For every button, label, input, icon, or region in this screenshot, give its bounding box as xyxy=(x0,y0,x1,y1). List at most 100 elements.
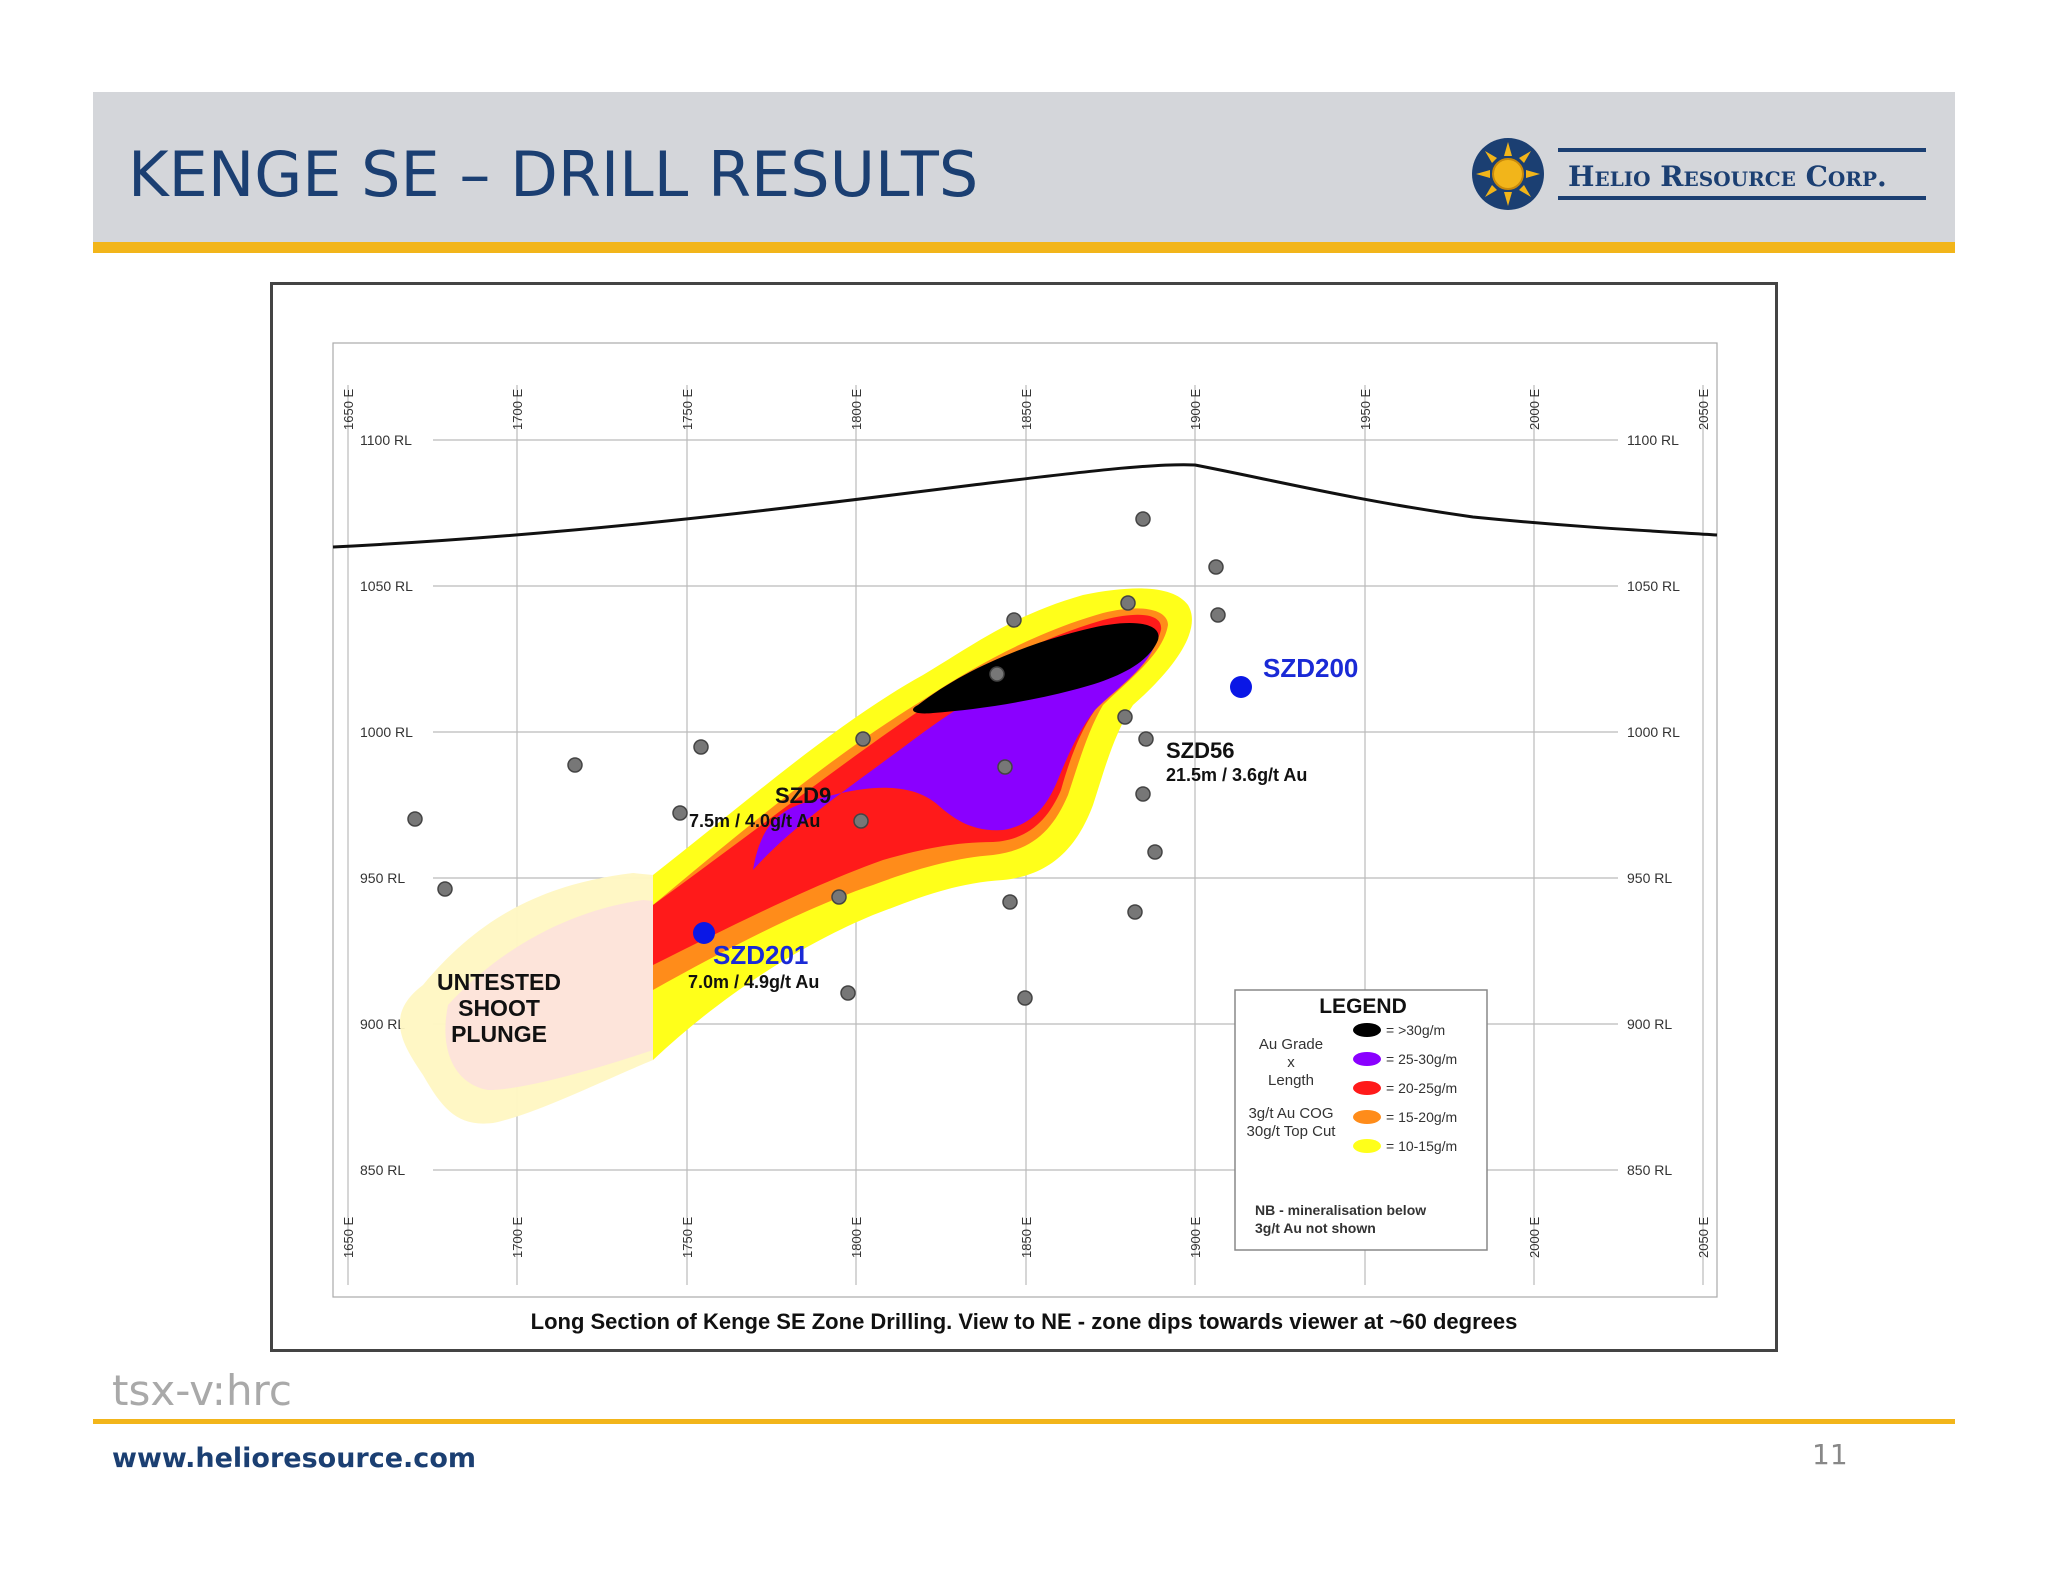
easting-label: 1650 E xyxy=(341,1216,356,1258)
drill-hole-point xyxy=(1017,990,1033,1006)
label-szd200: SZD200 xyxy=(1263,653,1358,683)
drill-hole-point xyxy=(693,739,709,755)
rl-label: 900 RL xyxy=(360,1016,405,1032)
logo-text: Helio Resource Corp. xyxy=(1568,160,1887,193)
rl-label: 1100 RL xyxy=(1627,432,1679,448)
drill-hole-point xyxy=(989,666,1005,682)
legend: LEGEND Au Grade x Length 3g/t Au COG 30g… xyxy=(1234,989,1488,1251)
untested-shoot-zone xyxy=(399,873,653,1124)
legend-item-label: = 20-25g/m xyxy=(1386,1080,1457,1096)
easting-label: 1900 E xyxy=(1188,388,1203,430)
drill-hole-point xyxy=(1138,731,1154,747)
drill-hole-point xyxy=(1135,511,1151,527)
label-szd9: SZD9 xyxy=(775,783,831,808)
drill-hole-point xyxy=(997,759,1013,775)
drill-hole-point xyxy=(853,813,869,829)
drill-hole-point xyxy=(1208,559,1224,575)
legend-item-label: = 15-20g/m xyxy=(1386,1109,1457,1125)
legend-cog-label: 3g/t Au COG xyxy=(1248,1105,1333,1122)
drill-hole-point xyxy=(855,731,871,747)
page-number: 11 xyxy=(1812,1438,1848,1471)
rl-labels-right: 1100 RL 1050 RL 1000 RL 950 RL 900 RL 85… xyxy=(1627,432,1680,1178)
legend-note: NB - mineralisation below xyxy=(1255,1202,1426,1218)
drill-hole-point-szd200 xyxy=(1230,676,1252,698)
drill-hole-point xyxy=(1002,894,1018,910)
rl-label: 1050 RL xyxy=(360,578,413,594)
easting-label: 1750 E xyxy=(680,388,695,430)
website-url[interactable]: www.helioresource.com xyxy=(112,1443,476,1474)
easting-label: 1650 E xyxy=(341,388,356,430)
drill-hole-point xyxy=(1210,607,1226,623)
easting-labels-top: 1650 E 1700 E 1750 E 1800 E 1850 E 1900 … xyxy=(341,388,1711,430)
legend-swatch-yellow xyxy=(1353,1139,1381,1153)
label-szd56-result: 21.5m / 3.6g/t Au xyxy=(1166,765,1307,785)
company-logo: Helio Resource Corp. xyxy=(1468,134,1928,214)
figure-caption: Long Section of Kenge SE Zone Drilling. … xyxy=(531,1309,1518,1334)
long-section-diagram: 1650 E 1700 E 1750 E 1800 E 1850 E 1900 … xyxy=(332,342,1718,1334)
label-szd9-result: 7.5m / 4.0g/t Au xyxy=(689,811,820,831)
legend-cog-label: 30g/t Top Cut xyxy=(1247,1123,1337,1140)
label-untested-line3: PLUNGE xyxy=(451,1021,547,1047)
label-szd201: SZD201 xyxy=(713,940,808,970)
legend-swatch-red xyxy=(1353,1081,1381,1095)
rl-label: 900 RL xyxy=(1627,1016,1672,1032)
easting-label: 1750 E xyxy=(680,1216,695,1258)
easting-label: 2000 E xyxy=(1527,1216,1542,1258)
legend-item-label: = >30g/m xyxy=(1386,1022,1445,1038)
long-section-figure: 1650 E 1700 E 1750 E 1800 E 1850 E 1900 … xyxy=(270,282,1778,1352)
easting-label: 1700 E xyxy=(510,388,525,430)
rl-label: 850 RL xyxy=(1627,1162,1672,1178)
label-szd56: SZD56 xyxy=(1166,738,1234,763)
easting-label: 1800 E xyxy=(849,1216,864,1258)
drill-hole-point xyxy=(437,881,453,897)
legend-swatch-purple xyxy=(1353,1052,1381,1066)
legend-swatch-orange xyxy=(1353,1110,1381,1124)
easting-label: 2050 E xyxy=(1696,1216,1711,1258)
drill-hole-point-szd201 xyxy=(693,922,715,944)
legend-swatch-black xyxy=(1353,1023,1381,1037)
drill-hole-point xyxy=(1120,595,1136,611)
drill-hole-point xyxy=(407,811,423,827)
easting-labels-bottom: 1650 E 1700 E 1750 E 1800 E 1850 E 1900 … xyxy=(341,1216,1711,1258)
legend-grade-label: x xyxy=(1287,1054,1295,1071)
topography-line xyxy=(332,463,1718,549)
logo-rule-bottom xyxy=(1558,196,1926,200)
rl-label: 950 RL xyxy=(360,870,405,886)
easting-label: 1950 E xyxy=(1358,388,1373,430)
drill-hole-point xyxy=(831,889,847,905)
mineralised-zone xyxy=(653,588,1192,1060)
legend-item-label: = 10-15g/m xyxy=(1386,1138,1457,1154)
ticker-symbol: tsx-v:hrc xyxy=(112,1366,292,1415)
drill-hole-point xyxy=(1135,786,1151,802)
easting-label: 1850 E xyxy=(1019,388,1034,430)
legend-grade-label: Length xyxy=(1268,1072,1314,1089)
label-untested-line2: SHOOT xyxy=(458,995,540,1021)
easting-label: 1900 E xyxy=(1188,1216,1203,1258)
logo-rule-top xyxy=(1558,148,1926,152)
rl-label: 1000 RL xyxy=(1627,724,1680,740)
legend-note: 3g/t Au not shown xyxy=(1255,1220,1376,1236)
drill-hole-point xyxy=(1006,612,1022,628)
drill-hole-point xyxy=(840,985,856,1001)
drill-hole-point xyxy=(1117,709,1133,725)
title-bar-rule xyxy=(93,242,1955,253)
easting-label: 1850 E xyxy=(1019,1216,1034,1258)
rl-label: 1000 RL xyxy=(360,724,413,740)
drill-hole-point xyxy=(567,757,583,773)
easting-label: 1800 E xyxy=(849,388,864,430)
easting-label: 1700 E xyxy=(510,1216,525,1258)
drill-hole-point xyxy=(672,805,688,821)
drill-hole-pierce-points xyxy=(407,511,1226,1006)
slide-title: KENGE SE – DRILL RESULTS xyxy=(128,138,979,211)
drill-hole-point xyxy=(1127,904,1143,920)
easting-label: 2000 E xyxy=(1527,388,1542,430)
drill-hole-point xyxy=(1147,844,1163,860)
legend-title: LEGEND xyxy=(1319,995,1407,1018)
sun-icon xyxy=(1472,138,1544,210)
label-untested-line1: UNTESTED xyxy=(437,969,561,995)
rl-labels-left: 1100 RL 1050 RL 1000 RL 950 RL 900 RL 85… xyxy=(360,432,413,1178)
rl-label: 950 RL xyxy=(1627,870,1672,886)
footer-rule xyxy=(93,1419,1955,1424)
title-bar xyxy=(93,92,1955,242)
legend-grade-label: Au Grade xyxy=(1259,1036,1323,1053)
